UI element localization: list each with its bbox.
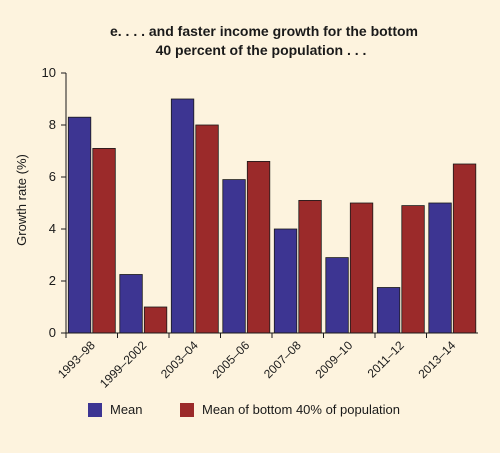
x-tick-label-3: 2005–06: [209, 338, 252, 381]
x-tick-label-2: 2003–04: [158, 338, 201, 381]
x-tick-label-5: 2009–10: [312, 338, 355, 381]
bar-mean-0: [67, 116, 92, 334]
bars-group: [67, 98, 477, 334]
bar-mean-2: [170, 98, 195, 334]
legend-item-bottom-40: Mean of bottom 40% of population: [180, 402, 400, 417]
x-tick-label-0: 1993–98: [55, 338, 98, 381]
bar-chart: 1993–98 1999–2002 2003–04 2005–06 2007–08 200…: [14, 65, 478, 391]
y-tick-label-1: 2: [49, 273, 56, 288]
legend-item-mean: Mean: [88, 402, 143, 417]
legend-swatch-bottom-40: [180, 402, 194, 417]
y-tick-label-0: 0: [49, 325, 56, 340]
bar-mean-5: [325, 257, 349, 334]
x-tick-label-4: 2007–08: [261, 338, 304, 381]
bar-bottom-40-6: [401, 205, 425, 334]
bar-mean-3: [222, 179, 246, 334]
bar-bottom-40-3: [246, 160, 271, 334]
x-tick-label-7: 2013–14: [415, 338, 458, 381]
bar-bottom-40-0: [92, 147, 116, 334]
y-tick-label-2: 4: [49, 221, 56, 236]
bar-mean-6: [376, 287, 401, 334]
chart-title: e. . . . and faster income growth for th…: [0, 22, 500, 60]
legend-swatch-mean: [88, 402, 102, 417]
chart-title-line-1: e. . . . and faster income growth for th…: [109, 23, 419, 39]
chart-legend: Mean Mean of bottom 40% of population: [0, 402, 500, 422]
bar-bottom-40-5: [349, 202, 374, 334]
bar-mean-1: [119, 274, 143, 334]
x-tick-label-1: 1999–2002: [97, 338, 150, 391]
bar-bottom-40-4: [298, 199, 322, 334]
legend-label-mean: Mean: [110, 402, 143, 417]
y-axis-label: Growth rate (%): [14, 154, 29, 246]
y-tick-label-3: 6: [49, 169, 56, 184]
bar-bottom-40-1: [143, 306, 168, 334]
y-tick-label-4: 8: [49, 117, 56, 132]
chart-title-line-2: 40 percent of the population . . .: [155, 42, 367, 58]
x-tick-label-6: 2011–12: [365, 338, 408, 381]
bar-bottom-40-7: [452, 163, 477, 334]
y-tick-label-5: 10: [42, 65, 56, 80]
bar-mean-4: [273, 228, 298, 334]
bar-bottom-40-2: [195, 124, 219, 334]
bar-mean-7: [428, 202, 452, 334]
legend-label-bottom-40: Mean of bottom 40% of population: [202, 402, 401, 417]
